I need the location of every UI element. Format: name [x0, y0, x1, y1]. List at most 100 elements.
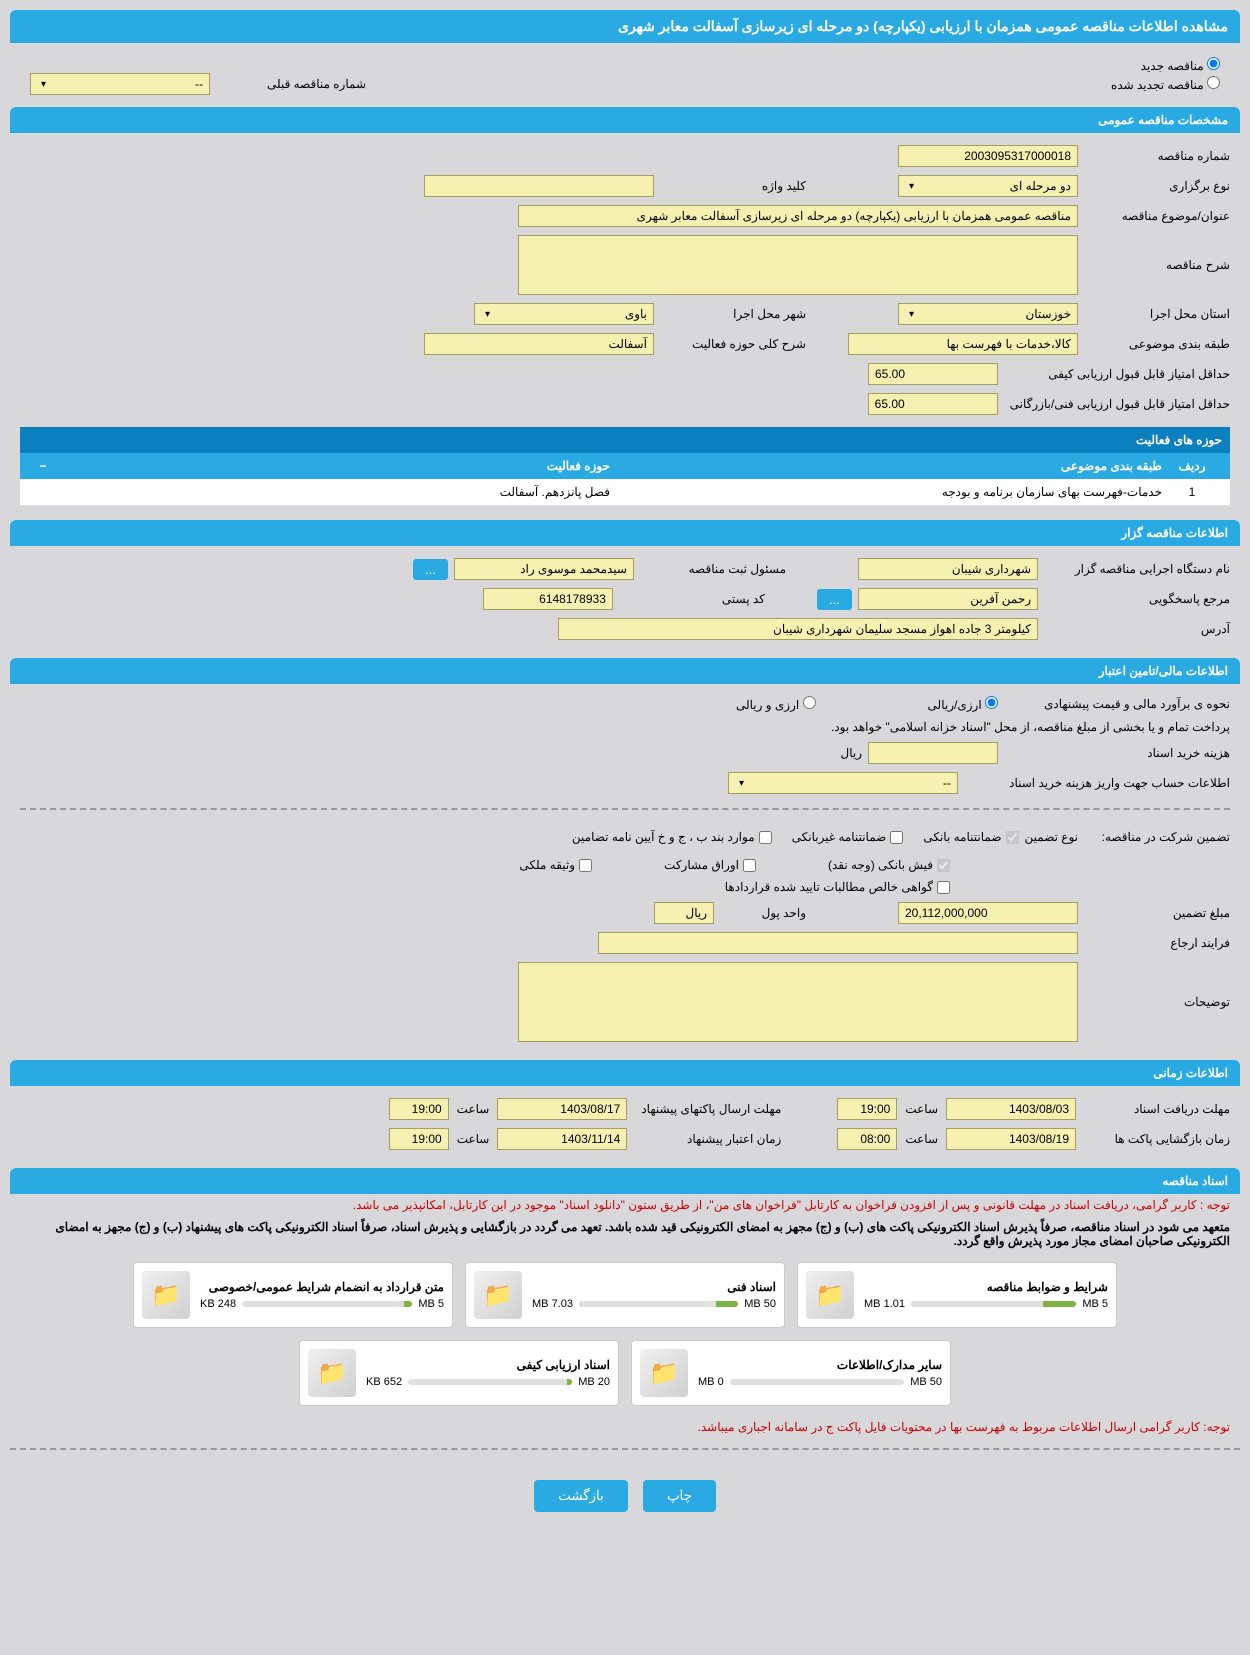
folder-icon: 📁 [474, 1271, 522, 1319]
min-tech-label: حداقل امتیاز قابل قبول ارزیابی فنی/بازرگ… [1010, 397, 1230, 411]
contact-more-button[interactable]: ... [817, 589, 852, 610]
postal-field: 6148178933 [483, 588, 613, 610]
valid-time-label: ساعت [457, 1132, 490, 1146]
back-button[interactable]: بازگشت [534, 1480, 628, 1512]
subject-label: عنوان/موضوع مناقصه [1090, 209, 1230, 223]
gt-cash[interactable]: فیش بانکی (وجه نقد) [828, 858, 950, 872]
scope-field: آسفالت [424, 333, 654, 355]
account-select[interactable]: --▾ [728, 772, 958, 794]
doc-bar-fill [1043, 1301, 1076, 1307]
receive-time: 19:00 [837, 1098, 897, 1120]
doc-bar-fill [716, 1301, 738, 1307]
prev-num-select[interactable]: --▾ [30, 73, 210, 95]
doc-title: متن قرارداد به انضمام شرایط عمومی/خصوصی [200, 1280, 444, 1294]
status-new[interactable]: مناقصه جدید [1141, 59, 1220, 73]
doc-card[interactable]: اسناد فنی 50 MB 7.03 MB 📁 [465, 1262, 785, 1328]
col-area: حوزه فعالیت [58, 459, 610, 473]
contact-field: رحمن آفرین [858, 588, 1038, 610]
section-financial-header: اطلاعات مالی/تامین اعتبار [10, 658, 1240, 684]
gt-abcd[interactable]: موارد بند ب ، ج و خ آیین نامه تضامین [572, 830, 772, 844]
city-label: شهر محل اجرا [666, 307, 806, 321]
minus-icon[interactable]: − [28, 459, 58, 473]
chevron-down-icon: ▾ [905, 309, 918, 320]
address-field: کیلومتر 3 جاده اهواز مسجد سلیمان شهرداری… [558, 618, 1038, 640]
doc-cost-unit: ریال [840, 746, 862, 760]
remarks-field[interactable] [518, 962, 1078, 1042]
activity-table: حوزه های فعالیت ردیف طبقه بندی موضوعی حو… [20, 427, 1230, 506]
doc-used: 248 KB [200, 1298, 236, 1310]
unit-field: ریال [654, 902, 714, 924]
doc-cost-field[interactable] [868, 742, 998, 764]
docs-grid: شرایط و ضوابط مناقصه 5 MB 1.01 MB 📁 اسنا… [10, 1252, 1240, 1416]
footer-buttons: چاپ بازگشت [10, 1460, 1240, 1532]
doc-title: شرایط و ضوابط مناقصه [864, 1280, 1108, 1294]
subject-field: مناقصه عمومی همزمان با ارزیابی (یکپارچه)… [518, 205, 1078, 227]
rial-opt[interactable]: ارزی/ریالی [928, 696, 998, 712]
doc-used: 0 MB [698, 1376, 724, 1388]
city-select[interactable]: باوی▾ [474, 303, 654, 325]
status-radio-row: مناقصه جدید مناقصه تجدید شده شماره مناقص… [10, 51, 1240, 101]
section-organizer-body: نام دستگاه اجرایی مناقصه گزار شهرداری شی… [10, 546, 1240, 652]
doc-bar-fill [404, 1301, 413, 1307]
separator [20, 808, 1230, 810]
doc-title: اسناد ارزیابی کیفی [366, 1358, 610, 1372]
doc-card[interactable]: اسناد ارزیابی کیفی 20 MB 652 KB 📁 [299, 1340, 619, 1406]
chevron-down-icon: ▾ [481, 309, 494, 320]
doc-limit: 20 MB [578, 1376, 610, 1388]
keyword-label: کلید واژه [666, 179, 806, 193]
status-renewed[interactable]: مناقصه تجدید شده [1111, 76, 1220, 92]
scope-label: شرح کلی حوزه فعالیت [666, 337, 806, 351]
submit-date: 1403/08/17 [497, 1098, 627, 1120]
docs-notice3: توجه: کاربر گرامی ارسال اطلاعات مربوط به… [10, 1416, 1240, 1438]
receive-date: 1403/08/03 [946, 1098, 1076, 1120]
referral-field[interactable] [598, 932, 1078, 954]
row-cat: خدمات-فهرست بهای سازمان برنامه و بودجه [610, 485, 1162, 499]
open-time: 08:00 [837, 1128, 897, 1150]
open-date: 1403/08/19 [946, 1128, 1076, 1150]
reg-officer-field: سیدمحمد موسوی راد [454, 558, 634, 580]
doc-title: سایر مدارک/اطلاعات [698, 1358, 942, 1372]
doc-limit: 5 MB [1082, 1298, 1108, 1310]
reg-officer-more-button[interactable]: ... [413, 559, 448, 580]
address-label: آدرس [1050, 622, 1230, 636]
doc-card[interactable]: متن قرارداد به انضمام شرایط عمومی/خصوصی … [133, 1262, 453, 1328]
account-label: اطلاعات حساب جهت واریز هزینه خرید اسناد [970, 776, 1230, 790]
submit-time-label: ساعت [457, 1102, 490, 1116]
gt-claims[interactable]: گواهی خالص مطالبات تایید شده قراردادها [725, 880, 950, 894]
type-select[interactable]: دو مرحله ای▾ [898, 175, 1078, 197]
separator [10, 1448, 1240, 1450]
desc-label: شرح مناقصه [1090, 258, 1230, 272]
status-renewed-label: مناقصه تجدید شده [1111, 78, 1204, 92]
desc-field[interactable] [518, 235, 1078, 295]
province-label: استان محل اجرا [1090, 307, 1230, 321]
keyword-field[interactable] [424, 175, 654, 197]
doc-card[interactable]: سایر مدارک/اطلاعات 50 MB 0 MB 📁 [631, 1340, 951, 1406]
gt-prop[interactable]: وثیقه ملکی [519, 858, 592, 872]
tender-num-label: شماره مناقصه [1090, 149, 1230, 163]
valid-date: 1403/11/14 [497, 1128, 627, 1150]
open-time-label: ساعت [905, 1132, 938, 1146]
valid-label: زمان اعتبار پیشنهاد [641, 1132, 781, 1146]
province-select[interactable]: خوزستان▾ [898, 303, 1078, 325]
valid-time: 19:00 [389, 1128, 449, 1150]
gt-nonbank[interactable]: ضمانتنامه غیربانکی [792, 830, 904, 844]
print-button[interactable]: چاپ [643, 1480, 716, 1512]
min-tech-field: 65.00 [868, 393, 998, 415]
tender-num-field: 2003095317000018 [898, 145, 1078, 167]
org-label: نام دستگاه اجرایی مناقصه گزار [1050, 562, 1230, 576]
contact-label: مرجع پاسخگویی [1050, 592, 1230, 606]
est-label: نحوه ی برآورد مالی و قیمت پیشنهادی [1010, 697, 1230, 711]
doc-limit: 5 MB [418, 1298, 444, 1310]
open-label: زمان بازگشایی پاکت ها [1090, 1132, 1230, 1146]
rial-curr-opt[interactable]: ارزی و ریالی [736, 696, 816, 712]
gt-bank[interactable]: ضمانتنامه بانکی [923, 830, 1018, 844]
docs-notice2: متعهد می شود در اسناد مناقصه، صرفاً پذیر… [10, 1216, 1240, 1252]
referral-label: فرایند ارجاع [1090, 936, 1230, 950]
receive-time-label: ساعت [905, 1102, 938, 1116]
gt-bonds[interactable]: اوراق مشارکت [664, 858, 756, 872]
folder-icon: 📁 [142, 1271, 190, 1319]
reg-officer-label: مسئول ثبت مناقصه [646, 562, 786, 576]
doc-card[interactable]: شرایط و ضوابط مناقصه 5 MB 1.01 MB 📁 [797, 1262, 1117, 1328]
activity-header: حوزه های فعالیت [1136, 433, 1222, 447]
section-docs-header: اسناد مناقصه [10, 1168, 1240, 1194]
